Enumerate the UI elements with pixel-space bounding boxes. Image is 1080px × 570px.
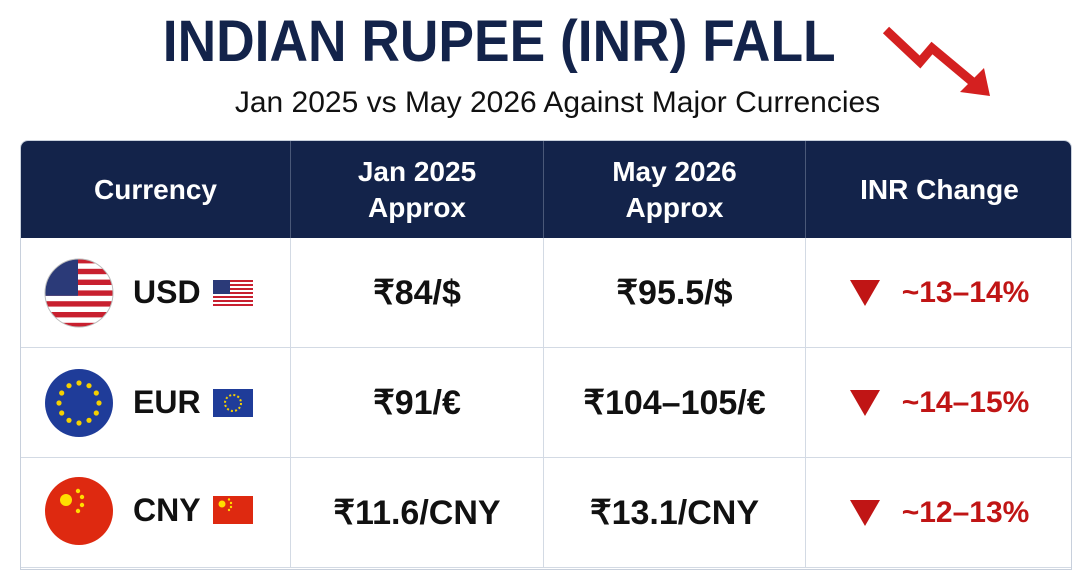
currency-cell <box>21 348 291 458</box>
title: INDIAN RUPEE (INR) FALL <box>162 9 836 74</box>
column-header: Currency <box>21 141 291 238</box>
table: Currency Jan 2025 Approx May 2026 Approx… <box>20 140 1072 570</box>
currency-code: EUR <box>133 384 201 420</box>
change-cell: ~14–15% <box>806 348 1071 458</box>
eu-flag-small <box>213 389 253 417</box>
column-header: INR Change <box>806 141 1071 238</box>
cn-flag-round <box>45 477 113 545</box>
text: May 2026 Approx <box>612 155 737 223</box>
change-cell: ~12–13% <box>806 458 1071 568</box>
down-triangle <box>849 499 880 526</box>
value-cell: ₹104–105/€ <box>544 348 806 458</box>
currency-code: USD <box>133 274 201 310</box>
value-cell: ₹13.1/CNY <box>544 458 806 568</box>
text: INR Change <box>860 173 1019 205</box>
down-triangle <box>849 389 880 416</box>
cn-flag-small <box>213 496 253 524</box>
us-flag-round <box>44 258 114 328</box>
change-cell: ~13–14% <box>806 238 1071 348</box>
down-arrow-icon <box>882 26 990 96</box>
eu-flag-round <box>45 369 113 437</box>
change-text: ~13–14% <box>901 275 1030 309</box>
value-cell: ₹91/€ <box>291 348 544 458</box>
page: INDIAN RUPEE (INR) FALL Jan 2025 vs May … <box>20 9 1072 570</box>
value-cell: ₹95.5/$ <box>544 238 806 348</box>
change-text: ~14–15% <box>901 385 1030 419</box>
value-cell: ₹84/$ <box>291 238 544 348</box>
text: Currency <box>94 173 217 205</box>
change-text: ~12–13% <box>901 495 1030 529</box>
us-flag-small <box>213 280 253 306</box>
subtitle: Jan 2025 vs May 2026 Against Major Curre… <box>234 86 881 119</box>
currency-code: CNY <box>133 492 201 528</box>
down-triangle <box>849 279 880 306</box>
value-cell: ₹11.6/CNY <box>291 458 544 568</box>
column-header: Jan 2025 Approx <box>291 141 544 238</box>
currency-cell <box>21 238 291 348</box>
text: Jan 2025 Approx <box>357 155 477 223</box>
column-header: May 2026 Approx <box>544 141 806 238</box>
